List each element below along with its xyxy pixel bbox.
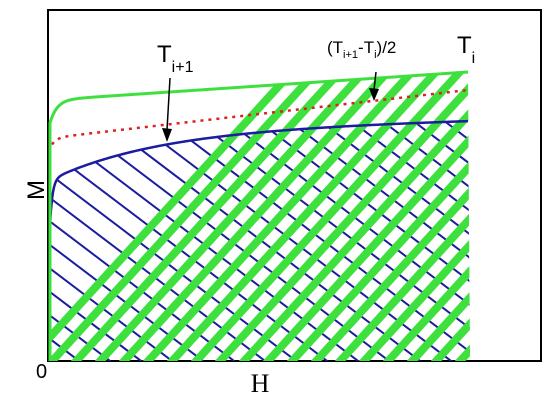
upper-curve-hatching <box>50 30 558 370</box>
upper-hatch-line <box>161 72 470 361</box>
upper-hatch-line <box>281 72 470 361</box>
lower-hatch-line <box>474 120 558 370</box>
upper-hatch-line <box>209 72 470 361</box>
lower-hatch-line <box>50 121 216 362</box>
upper-hatch-line <box>233 72 470 361</box>
lower-hatch-line <box>101 121 433 362</box>
lower-hatch-line <box>50 121 154 362</box>
lower-hatch-line <box>505 120 558 370</box>
upper-hatch-line <box>50 72 333 361</box>
upper-curve-line <box>48 70 469 361</box>
upper-hatch-line <box>500 30 558 370</box>
lower-hatch-line <box>0 120 29 370</box>
upper-hatch-line <box>257 72 470 361</box>
x-axis-label: H <box>251 369 270 398</box>
midpoint-label-arrow <box>369 71 379 101</box>
lower-hatch-line <box>536 120 558 370</box>
upper-hatch-line <box>377 72 470 361</box>
lower-hatch-line <box>194 121 470 362</box>
upper-hatch-line <box>137 72 453 361</box>
midpoint-curve <box>48 88 469 160</box>
lower-hatch-line <box>50 121 247 362</box>
upper-hatch-line <box>329 72 470 361</box>
upper-curve-label: Ti <box>457 32 475 67</box>
upper-hatch-line <box>476 30 558 370</box>
upper-hatch-line <box>401 72 470 361</box>
lower-label-arrow <box>162 77 172 142</box>
upper-hatch-line <box>548 30 558 370</box>
origin-label: 0 <box>36 361 47 383</box>
upper-hatch-line <box>50 72 357 361</box>
lower-curve-line <box>48 119 469 361</box>
lower-curve-label: Ti+1 <box>157 41 194 76</box>
y-axis-label: M <box>23 180 50 200</box>
upper-hatch-line <box>305 72 470 361</box>
lower-hatch-line <box>411 121 470 362</box>
lower-hatch-line <box>287 121 470 362</box>
upper-hatch-line <box>185 72 470 361</box>
lower-hatch-line <box>50 121 123 362</box>
upper-hatch-line <box>353 72 470 361</box>
midpoint-label: (Ti+1-Ti)/2 <box>327 38 396 61</box>
upper-hatch-line <box>65 72 381 361</box>
upper-hatch-line <box>89 72 405 361</box>
lower-hatch-line <box>380 121 470 362</box>
